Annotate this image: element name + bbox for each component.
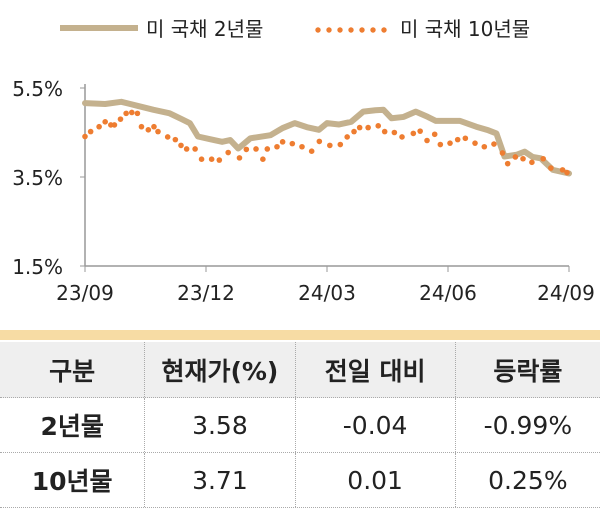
series-10y-point: [243, 146, 250, 153]
legend-dot-swatch: [381, 27, 387, 33]
legend-dot-swatch: [359, 27, 365, 33]
series-10y-point: [138, 123, 145, 130]
series-10y-point: [399, 134, 405, 140]
x-tick-label: 24/09: [537, 281, 595, 305]
row-label: 10년물: [0, 453, 146, 507]
series-10y-point: [462, 135, 469, 142]
header-change: 전일 대비: [296, 342, 456, 397]
table-top-bar: [0, 330, 600, 340]
x-tick-label: 24/06: [419, 281, 477, 305]
legend-dot-swatch: [348, 27, 354, 33]
series-10y-point: [447, 140, 453, 146]
row-label: 2년물: [0, 398, 146, 452]
series-10y-point: [289, 140, 296, 147]
row-rate: 0.25%: [488, 465, 568, 495]
series-10y-point: [123, 110, 129, 117]
row-price: 3.71: [145, 453, 296, 507]
row-rate: -0.99%: [483, 410, 573, 440]
series-10y-point: [111, 122, 118, 128]
legend-dot-swatch: [337, 27, 343, 33]
series-10y-point: [417, 128, 423, 134]
table-row: 2년물 3.58 -0.04 -0.99%: [0, 398, 600, 453]
x-tick-label: 24/03: [298, 281, 356, 305]
series-10y-point: [164, 134, 171, 140]
series-10y-point: [145, 127, 152, 133]
header-category: 구분: [0, 342, 146, 397]
series-10y-point: [491, 141, 497, 147]
series-10y-point: [548, 165, 554, 171]
series-10y-point: [540, 155, 546, 162]
series-10y-point: [327, 142, 333, 149]
table-row: 10년물 3.71 0.01 0.25%: [0, 453, 600, 508]
x-tick-label: 23/09: [56, 281, 114, 305]
table-header: 구분 현재가(%) 전일 대비 등락률: [0, 342, 600, 398]
series-10y-point: [316, 138, 323, 145]
legend-dot-swatch: [326, 27, 332, 33]
series-10y-point: [155, 128, 161, 135]
series-10y-point: [499, 150, 506, 156]
series-10y-point: [96, 123, 102, 130]
series-10y-point: [337, 141, 344, 148]
header-rate: 등락률: [493, 356, 563, 386]
series-10y-point: [216, 157, 223, 163]
row-price: 3.58: [145, 398, 296, 452]
y-tick-label: 5.5%: [12, 77, 63, 101]
legend-label: 미 국채 10년물: [400, 17, 530, 41]
header-price: 현재가(%): [145, 342, 296, 397]
series-2y-line: [82, 98, 572, 177]
series-10y-point: [454, 136, 461, 143]
series-10y-point: [520, 155, 526, 162]
series-10y-point: [279, 139, 286, 145]
series-10y-point: [192, 146, 198, 152]
series-10y-point: [299, 143, 305, 150]
yield-table: 구분 현재가(%) 전일 대비 등락률 2년물 3.58 -0.04 -0.99…: [0, 330, 600, 508]
series-10y-point: [437, 141, 444, 148]
series-10y-point: [391, 129, 398, 136]
legend-dot-swatch: [315, 27, 321, 33]
row-change: -0.04: [296, 398, 456, 452]
series-10y-point: [559, 167, 566, 173]
legend-label: 미 국채 2년물: [146, 17, 263, 41]
series-10y-point: [236, 155, 243, 161]
series-10y-point: [172, 136, 179, 143]
series-10y-point: [381, 128, 388, 135]
series-10y-point: [512, 154, 519, 160]
series-10y-point: [504, 160, 511, 167]
series-10y-point: [274, 143, 280, 150]
series-10y-point: [87, 128, 94, 135]
series-10y-point: [225, 149, 231, 156]
series-10y-point: [431, 131, 438, 138]
y-tick-label: 3.5%: [12, 166, 63, 190]
series-10y-point: [117, 116, 124, 122]
series-10y-point: [564, 169, 570, 176]
series-10y-point: [134, 110, 141, 117]
series-10y-point: [102, 119, 108, 125]
series-10y-point: [178, 142, 184, 149]
series-10y-point: [308, 148, 315, 154]
yield-chart: 미 국채 2년물 미 국채 10년물 5.5% 3.5% 1.5%23/09 23/12 2…: [12, 17, 595, 305]
series-10y-point: [472, 140, 478, 146]
series-10y-point: [344, 134, 350, 140]
series-10y-point: [424, 137, 430, 144]
series-10y-point: [264, 146, 271, 152]
series-10y-point: [151, 123, 157, 130]
series-10y-point: [183, 146, 190, 152]
series-10y-point: [356, 124, 363, 131]
series-10y-point: [481, 143, 488, 150]
series-10y-point: [198, 156, 205, 162]
series-10y-point: [82, 133, 88, 140]
legend-dot-swatch: [370, 27, 376, 33]
series-10y-point: [365, 124, 371, 131]
series-10y-point: [208, 156, 215, 162]
series-10y-point: [375, 123, 382, 129]
series-10y-point: [260, 156, 266, 162]
series-10y-point: [351, 128, 357, 135]
series-10y-point: [253, 146, 259, 152]
series-10y-point: [410, 130, 417, 137]
series-10y-point: [529, 159, 535, 166]
series-10y-point: [128, 109, 135, 116]
row-change: 0.01: [296, 453, 456, 507]
x-tick-label: 23/12: [177, 281, 235, 305]
y-tick-label: 1.5%: [12, 255, 63, 279]
